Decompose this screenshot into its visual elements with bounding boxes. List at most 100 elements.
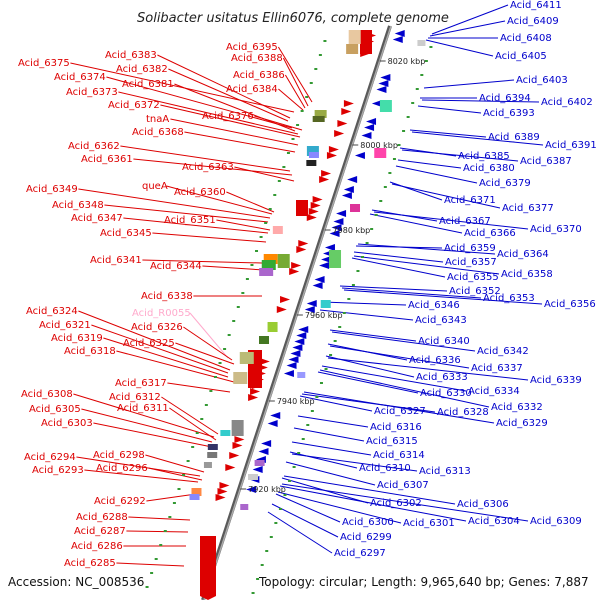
gene-label: Acid_6303 [41,418,93,429]
leader-line [353,251,444,263]
tick-mark [236,306,240,308]
gene-label: Acid_6318 [64,346,116,357]
tick-mark [269,536,273,538]
reverse-gene-arrow [380,74,391,81]
cog-gene-box [220,430,231,436]
tick-mark [182,474,186,476]
leader-line [291,441,372,456]
leader-line [319,369,490,408]
leader-line [170,118,299,146]
leader-line [282,57,309,107]
tick-mark [186,460,190,462]
leader-line [421,99,540,103]
gene-label: Acid_6383 [105,50,157,61]
forward-gene-arrow [259,358,270,365]
gene-label: Acid_6380 [463,163,515,174]
tick-mark [255,250,259,252]
forward-gene-arrow [319,176,330,183]
tick-mark [424,60,428,62]
cog-gene-box [259,336,270,344]
cog-gene-box [350,204,361,212]
reverse-gene-arrow [324,244,335,251]
cog-gene-box [233,372,248,384]
leader-line [279,485,467,522]
reverse-gene-arrow [336,210,347,217]
tick-mark [191,446,195,448]
tick-mark [218,362,222,364]
gene-label: Acid_R0055 [132,308,191,319]
leader-line [339,285,448,292]
scale-label: 7920 kbp [248,485,286,494]
scale-label: 8000 kbp [360,141,398,150]
forward-gene-arrow [215,494,226,501]
leader-line [169,407,217,441]
leader-line [289,451,358,469]
gene-label: Acid_6360 [174,187,226,198]
leader-line [120,145,291,172]
gene-label: Acid_6409 [507,16,559,27]
reverse-gene-arrow [286,362,297,369]
reverse-gene-arrow [261,440,272,447]
leader-line [277,491,402,524]
tick-mark [415,88,419,90]
leader-line [425,39,494,57]
leader-line [133,158,293,176]
cog-gene-box [248,474,259,480]
gene-label: Acid_6376 [202,111,254,122]
leader-line [317,371,419,394]
tick-mark [177,488,181,490]
leader-line [409,129,487,138]
gene-label: Acid_6391 [545,140,597,151]
tick-mark [374,214,378,216]
gene-label: Acid_6370 [530,224,582,235]
tick-mark [356,270,360,272]
leader-line [411,131,544,146]
gene-label: Acid_6316 [370,422,422,433]
tick-mark [241,292,245,294]
gene-label: Acid_6344 [150,261,202,272]
gene-label: Acid_6328 [437,407,489,418]
forward-strand-labels: Acid_6375 Acid_6383 Acid_6382 Acid_6374 Acid… [18,42,285,569]
tick-mark [150,572,154,574]
tick-mark [406,116,410,118]
tick-mark [283,494,287,496]
leader-line [73,393,215,438]
leader-line [391,183,501,209]
forward-gene-arrow [308,208,319,215]
leader-line [202,265,265,271]
forward-gene-arrow [225,464,236,471]
gene-label: Acid_6348 [52,200,104,211]
leader-line [431,4,509,35]
forward-gene-arrow [250,388,261,395]
gene-label: Acid_6352 [449,286,501,297]
gene-label: Acid_6311 [117,403,169,414]
leader-line [373,211,529,230]
tick-mark [333,340,337,342]
genome-backbone [201,25,392,600]
leader-line [167,382,231,393]
tick-mark [282,166,286,168]
gene-label: Acid_6324 [26,306,78,317]
tick-mark [315,396,319,398]
tick-mark [411,102,415,104]
gene-label: Acid_6343 [415,315,467,326]
gene-label: Acid_6349 [26,184,78,195]
tick-mark [370,228,374,230]
tick-mark [324,368,328,370]
cog-gene-box [308,152,319,158]
leader-line [254,115,303,131]
tick-mark [319,382,323,384]
gene-label: Acid_6373 [66,87,118,98]
leader-line [81,408,213,443]
gene-label: Acid_6375 [18,58,70,69]
gene-features [189,30,426,600]
gene-label: Acid_6374 [54,72,106,83]
leader-line [161,396,219,435]
leader-line [303,391,495,424]
large-forward-gene-tip [200,596,216,600]
leader-line [183,326,233,361]
cog-gene-box [263,254,278,264]
leader-line [291,453,418,472]
tick-mark [309,82,313,84]
leader-line [331,331,476,352]
